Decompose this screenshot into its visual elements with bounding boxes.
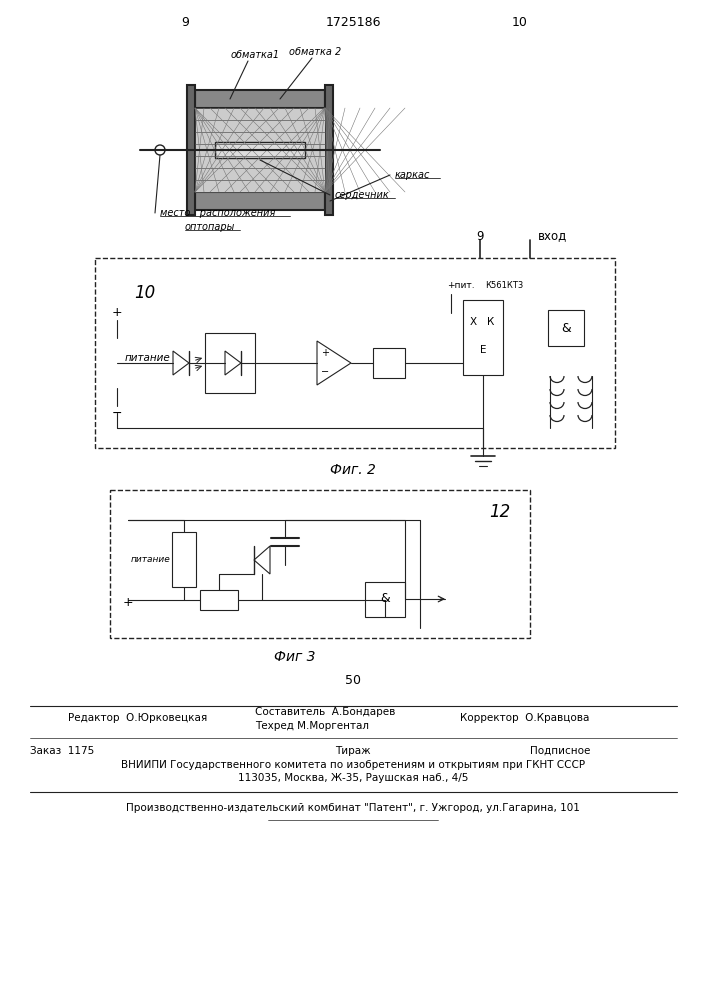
Text: питание: питание (130, 556, 170, 564)
Text: К: К (487, 317, 495, 327)
Text: сердечник: сердечник (335, 190, 390, 200)
Text: 113035, Москва, Ж-35, Раушская наб., 4/5: 113035, Москва, Ж-35, Раушская наб., 4/5 (238, 773, 468, 783)
Text: вход: вход (538, 230, 567, 242)
Text: Корректор  О.Кравцова: Корректор О.Кравцова (460, 713, 590, 723)
Text: +: + (123, 596, 134, 609)
Text: 10: 10 (134, 284, 156, 302)
Text: К561КТ3: К561КТ3 (485, 282, 523, 290)
Text: Подписное: Подписное (530, 746, 590, 756)
Text: &: & (380, 592, 390, 605)
Text: −: − (112, 406, 122, 420)
Bar (325, 85, 333, 215)
Text: оптопары: оптопары (185, 222, 235, 232)
Text: Заказ  1175: Заказ 1175 (30, 746, 94, 756)
Bar (463, 300, 503, 375)
Text: 50: 50 (345, 674, 361, 686)
Bar (187, 85, 195, 215)
Text: −: − (321, 367, 329, 377)
Bar (548, 310, 584, 346)
Text: 1725186: 1725186 (325, 15, 381, 28)
Text: Е: Е (480, 345, 486, 355)
Text: Х: Х (469, 317, 477, 327)
Bar (110, 490, 530, 638)
Text: Редактор  О.Юрковецкая: Редактор О.Юрковецкая (68, 713, 207, 723)
Text: 9: 9 (181, 15, 189, 28)
Bar (172, 532, 196, 587)
Bar (373, 348, 405, 378)
Bar (200, 590, 238, 610)
Bar (195, 90, 325, 108)
Text: +пит.: +пит. (447, 282, 474, 290)
Text: Техред М.Моргентал: Техред М.Моргентал (255, 721, 369, 731)
Text: ВНИИПИ Государственного комитета по изобретениям и открытиям при ГКНТ СССР: ВНИИПИ Государственного комитета по изоб… (121, 760, 585, 770)
Bar (95, 258, 615, 448)
Text: 12: 12 (489, 503, 510, 521)
Text: каркас: каркас (395, 170, 431, 180)
Text: Составитель  А.Бондарев: Составитель А.Бондарев (255, 707, 395, 717)
Bar (205, 333, 255, 393)
Bar (215, 142, 305, 158)
Text: +: + (112, 306, 122, 320)
Text: питание: питание (125, 353, 171, 363)
Text: место   расположения: место расположения (160, 208, 275, 218)
Text: Тираж: Тираж (335, 746, 370, 756)
Text: Фиг 3: Фиг 3 (274, 650, 316, 664)
Text: Производственно-издательский комбинат "Патент", г. Ужгород, ул.Гагарина, 101: Производственно-издательский комбинат "П… (126, 803, 580, 813)
Text: 10: 10 (512, 15, 528, 28)
Text: обматка 2: обматка 2 (289, 47, 341, 57)
Text: +: + (321, 348, 329, 358)
Bar (365, 582, 405, 617)
Text: 9: 9 (477, 230, 484, 242)
Text: Фиг. 2: Фиг. 2 (330, 463, 376, 477)
Text: &: & (561, 322, 571, 334)
Text: обматка1: обматка1 (230, 50, 279, 60)
Bar (195, 192, 325, 210)
Bar (195, 108, 325, 192)
